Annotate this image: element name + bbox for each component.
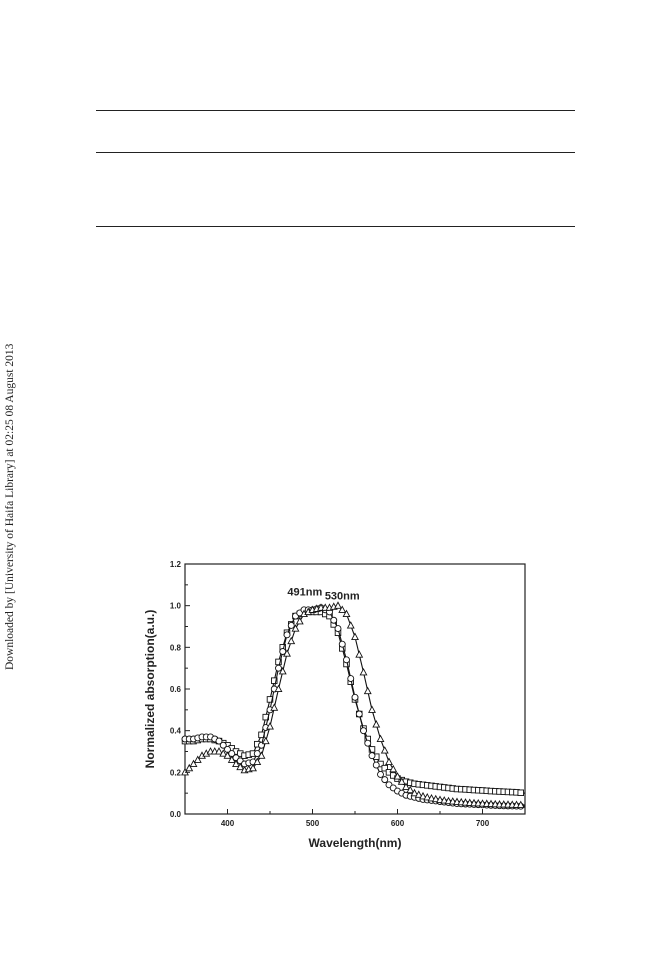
- data-point: [215, 737, 223, 745]
- data-point: [249, 763, 257, 772]
- y-tick-label: 0.4: [170, 727, 182, 736]
- data-point: [368, 705, 376, 713]
- data-point: [236, 762, 245, 771]
- data-point: [232, 759, 240, 768]
- data-point: [389, 764, 398, 773]
- data-point: [266, 722, 274, 730]
- data-point: [381, 764, 388, 772]
- data-point: [338, 605, 347, 613]
- top-rule: [96, 110, 575, 111]
- annotation-layer: 491nm 530nm: [287, 586, 359, 602]
- data-point: [291, 624, 300, 632]
- series-triangle: [181, 601, 526, 808]
- absorption-chart: 400 500 600 700 0.0 0.2 0.4 0.6 0.8 1.0 1.2 Wavele…: [143, 560, 526, 850]
- data-point: [414, 790, 423, 798]
- x-tick-label: 700: [476, 819, 490, 828]
- data-point: [215, 747, 223, 755]
- data-point: [270, 677, 278, 684]
- middle-rule: [96, 152, 575, 153]
- bottom-rule: [96, 226, 575, 227]
- data-point: [402, 782, 410, 790]
- data-point: [427, 794, 436, 802]
- data-point: [436, 795, 444, 803]
- y-tick-label: 0.0: [170, 810, 182, 819]
- data-point: [360, 727, 367, 735]
- y-tick-label: 1.0: [170, 602, 182, 611]
- x-tick-label: 500: [306, 819, 320, 828]
- data-point: [423, 792, 432, 801]
- data-point: [342, 609, 351, 618]
- data-point: [372, 720, 381, 728]
- data-point: [376, 734, 385, 743]
- data-point: [185, 763, 194, 772]
- data-point: [261, 736, 270, 745]
- data-point: [431, 794, 440, 803]
- data-point: [330, 616, 338, 624]
- axis-layer: 400 500 600 700 0.0 0.2 0.4 0.6 0.8 1.0 1.2: [170, 560, 526, 828]
- y-tick-label: 0.6: [170, 685, 182, 694]
- data-point: [517, 789, 525, 796]
- data-point: [364, 739, 372, 747]
- data-point: [516, 800, 525, 808]
- data-point: [410, 788, 419, 797]
- data-point: [406, 785, 415, 794]
- data-point: [278, 666, 287, 675]
- data-point: [283, 631, 291, 639]
- data-point: [253, 757, 262, 765]
- data-point: [351, 632, 359, 640]
- peak-annotation: 530nm: [325, 590, 360, 602]
- data-point: [219, 741, 227, 749]
- data-point: [334, 601, 342, 609]
- y-tick-label: 0.8: [170, 643, 182, 652]
- data-point: [227, 755, 236, 763]
- data-point: [347, 675, 355, 683]
- data-point: [223, 751, 232, 759]
- data-point: [372, 761, 380, 769]
- data-point: [279, 648, 287, 655]
- data-point: [189, 759, 198, 768]
- data-point: [385, 757, 393, 765]
- x-axis-title: Wavelength(nm): [309, 836, 402, 850]
- data-point: [266, 696, 274, 703]
- data-point: [257, 751, 266, 759]
- data-point: [351, 693, 359, 701]
- data-point: [343, 656, 350, 664]
- y-tick-label: 0.2: [170, 768, 182, 777]
- data-point: [274, 684, 283, 693]
- peak-annotation: 491nm: [287, 586, 322, 598]
- data-point: [283, 649, 291, 657]
- data-point: [377, 770, 384, 778]
- data-point: [363, 686, 372, 695]
- download-watermark: Downloaded by [University of Haifa Libra…: [4, 343, 16, 670]
- data-point: [287, 622, 295, 629]
- y-axis-title: Normalized absorption(a.u.): [143, 610, 157, 769]
- series-layer: [181, 601, 526, 810]
- data-point: [381, 776, 389, 784]
- data-point: [270, 703, 279, 711]
- data-point: [334, 625, 342, 633]
- data-point: [355, 650, 364, 658]
- data-point: [346, 621, 355, 629]
- data-point: [397, 777, 406, 785]
- data-point: [295, 616, 304, 625]
- data-point: [440, 796, 449, 804]
- x-tick-label: 600: [391, 819, 405, 828]
- y-tick-label: 1.2: [170, 560, 182, 569]
- data-point: [380, 746, 389, 754]
- data-point: [287, 636, 296, 645]
- data-point: [393, 772, 402, 780]
- data-point: [193, 755, 202, 763]
- x-tick-label: 400: [221, 819, 235, 828]
- data-point: [338, 640, 346, 648]
- data-point: [359, 667, 368, 676]
- data-point: [368, 752, 376, 760]
- data-point: [275, 664, 282, 672]
- data-point: [253, 750, 261, 758]
- data-point: [419, 791, 427, 800]
- data-point: [219, 749, 228, 757]
- data-point: [355, 710, 363, 718]
